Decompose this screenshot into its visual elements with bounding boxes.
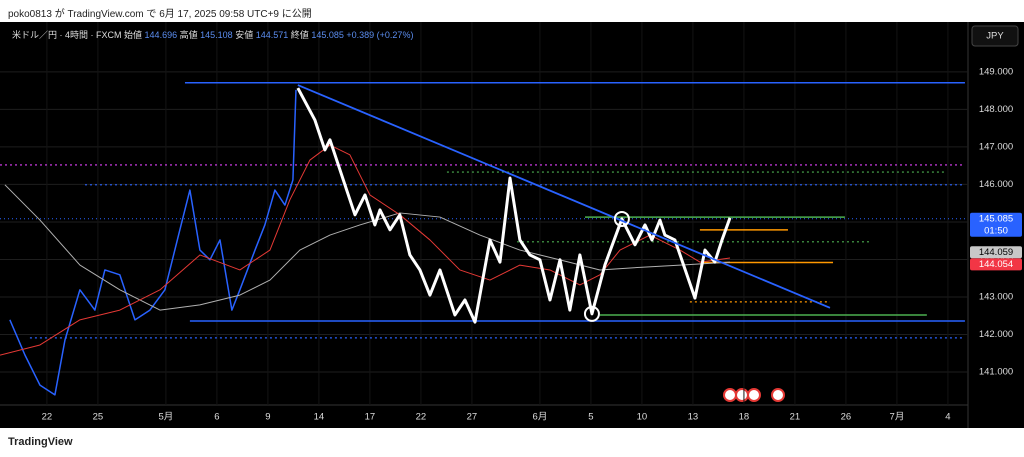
price-label-box (970, 258, 1022, 271)
x-tick-label: 7月 (890, 412, 905, 423)
x-tick-label: 22 (416, 412, 427, 423)
x-tick-label: 10 (637, 412, 648, 423)
x-tick-label: 27 (467, 412, 478, 423)
symbol-text: 144.696 (144, 30, 178, 40)
y-tick-label: 143.000 (979, 291, 1013, 302)
series-line (297, 84, 831, 309)
y-tick-label: 147.000 (979, 141, 1013, 152)
symbol-text: 145.085 (311, 30, 344, 40)
y-tick-label: 149.000 (979, 66, 1013, 77)
y-tick-label: 142.000 (979, 329, 1013, 340)
symbol-text: 144.571 (255, 30, 289, 40)
symbol-text: 終値 (290, 30, 309, 40)
x-tick-label: 26 (841, 412, 852, 423)
currency-button[interactable] (971, 25, 1019, 47)
y-tick-label: 146.000 (979, 179, 1013, 190)
symbol-info: 米ドル／円 · 4時間 · FXCM 始値 144.696 高値 145.108… (12, 28, 413, 41)
price-label-box (970, 212, 1022, 237)
x-tick-label: 5 (588, 412, 593, 423)
event-icons (723, 388, 785, 402)
x-tick-label: 6 (214, 412, 219, 423)
footer-brand: TradingView (8, 436, 73, 448)
pivot-circle (613, 210, 630, 227)
chart-bg (0, 22, 1024, 428)
header-title: poko0813 が TradingView.com で 6月 17, 2025… (8, 9, 312, 20)
symbol-text: 始値 (124, 30, 143, 40)
x-tick-label: 13 (688, 412, 699, 423)
symbol-text: 米ドル／円 · 4時間 · FXCM (12, 30, 122, 40)
x-tick-label: 21 (790, 412, 801, 423)
series-line (0, 144, 731, 356)
symbol-text: +0.389 (+0.27%) (346, 30, 414, 40)
x-tick-label: 17 (365, 412, 376, 423)
symbol-text: 安値 (235, 30, 254, 40)
pivot-circle (583, 305, 600, 322)
x-tick-label: 5月 (159, 412, 174, 423)
x-tick-label: 25 (93, 412, 104, 423)
y-tick-label: 148.000 (979, 104, 1013, 115)
x-tick-label: 4 (945, 412, 950, 423)
price-label: 144.059 (979, 247, 1013, 258)
x-tick-label: 9 (265, 412, 270, 423)
y-tick-label: 141.000 (979, 367, 1013, 378)
x-tick-label: 18 (739, 412, 750, 423)
symbol-text: 145.108 (200, 30, 233, 40)
series-line (4, 184, 731, 311)
chart: JPY 149.000148.000147.000146.000145.0001… (0, 22, 1024, 428)
currency[interactable]: JPY (986, 31, 1004, 42)
price-label: 144.054 (979, 259, 1013, 270)
countdown: 01:50 (984, 225, 1008, 236)
series-line (296, 87, 732, 324)
x-tick-label: 6月 (533, 412, 548, 423)
price-label: 145.085 (979, 213, 1013, 224)
x-tick-label: 14 (314, 412, 325, 423)
x-tick-label: 22 (42, 412, 53, 423)
series-line (9, 89, 297, 396)
symbol-text: 高値 (179, 30, 198, 40)
price-label-box (970, 246, 1022, 259)
